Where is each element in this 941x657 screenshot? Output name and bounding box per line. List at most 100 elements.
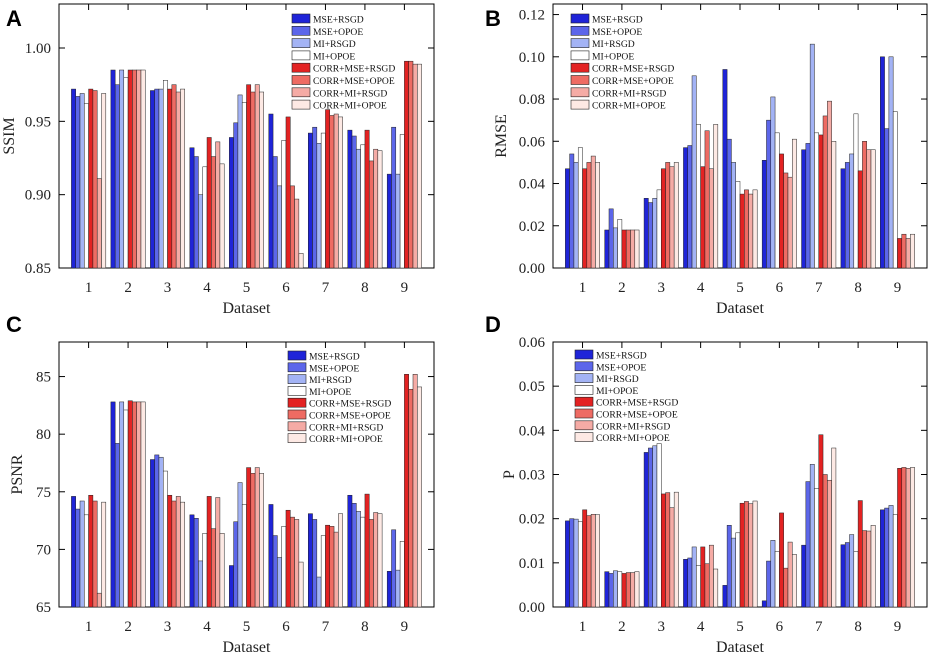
y-tick-label: 0.02 [519,512,545,528]
bar [180,88,186,269]
legend-entry: MI+OPOE [592,51,634,62]
legend-entry: MSE+OPOE [309,363,359,374]
bar [250,473,256,608]
legend-entry: CORR+MI+OPOE [313,101,387,112]
bar [364,129,370,269]
bar [801,149,807,269]
y-tick-label: 0.00 [519,600,545,616]
bar [673,162,679,269]
bar [158,456,164,608]
bar [158,88,164,269]
bar [154,88,160,269]
bar [849,534,855,608]
bar [565,520,570,608]
bar [136,69,142,269]
legend-swatch [574,396,594,407]
bar [569,153,575,269]
y-tick-label: 0.02 [519,219,545,235]
bar [312,519,318,608]
legend-entry: MI+RSGD [313,39,356,50]
bar [809,43,815,269]
x-tick-label: 9 [401,280,409,296]
bar [127,69,133,269]
bar [853,551,859,608]
bar [360,144,366,269]
bar [905,468,911,608]
bar [298,561,304,608]
bar [700,166,706,269]
bar [259,91,264,269]
bar [613,227,618,269]
bar [259,473,264,608]
bar [96,592,102,608]
bar [132,69,137,269]
bar [193,156,199,269]
y-tick-label: 0.06 [519,335,546,351]
bar [814,488,819,608]
bar [320,535,326,608]
bar [722,585,728,608]
bar [88,88,94,269]
y-axis-label: P [501,470,518,479]
bar [880,509,885,608]
bar [198,194,203,269]
legend-swatch [574,385,594,395]
bar [294,519,300,608]
bar [202,533,208,608]
bar [71,88,76,269]
x-tick-label: 4 [203,619,211,635]
bar [268,113,274,269]
bar [368,160,374,269]
legend-swatch [291,50,311,61]
bar [412,63,418,269]
bar [604,229,610,269]
legend-swatch [291,87,311,98]
y-tick-label: 1.00 [25,41,51,57]
bar [281,140,287,269]
x-tick-label: 1 [85,619,93,635]
bar [669,507,675,608]
y-tick-label: 0.12 [519,8,545,24]
bar [901,467,907,608]
bar [316,143,322,269]
panel-letter: A [6,6,22,31]
x-tick-label: 5 [243,280,251,296]
bar [377,150,383,269]
bar [150,90,155,269]
y-axis-label: SSIM [1,117,18,154]
bar [621,229,627,269]
x-tick-label: 3 [658,619,666,635]
bar [88,494,94,608]
bar [652,198,658,269]
legend-entry: MSE+RSGD [313,15,364,26]
bar [849,153,855,269]
bar [290,516,295,608]
legend-swatch [287,421,307,432]
bar [888,505,894,608]
legend-swatch [287,374,307,384]
legend-swatch [287,362,307,373]
bar [569,518,575,608]
bar [608,573,614,608]
x-tick-label: 4 [203,280,211,296]
bar [748,193,754,269]
bar [805,143,811,269]
bar [254,467,260,608]
bar [683,559,688,608]
bar [844,542,850,608]
bar [761,160,767,269]
bar [180,501,186,608]
legend-swatch [570,50,590,61]
bar [783,567,789,608]
bar [822,474,828,608]
y-tick-label: 0.95 [25,114,51,130]
bar [818,134,824,269]
legend-entry: CORR+MSE+RSGD [592,64,674,75]
x-tick-label: 7 [815,280,823,296]
bar [774,132,780,269]
bar [862,530,867,608]
legend-entry: MI+OPOE [309,387,351,398]
x-tick-label: 3 [164,619,172,635]
bar [206,496,212,608]
